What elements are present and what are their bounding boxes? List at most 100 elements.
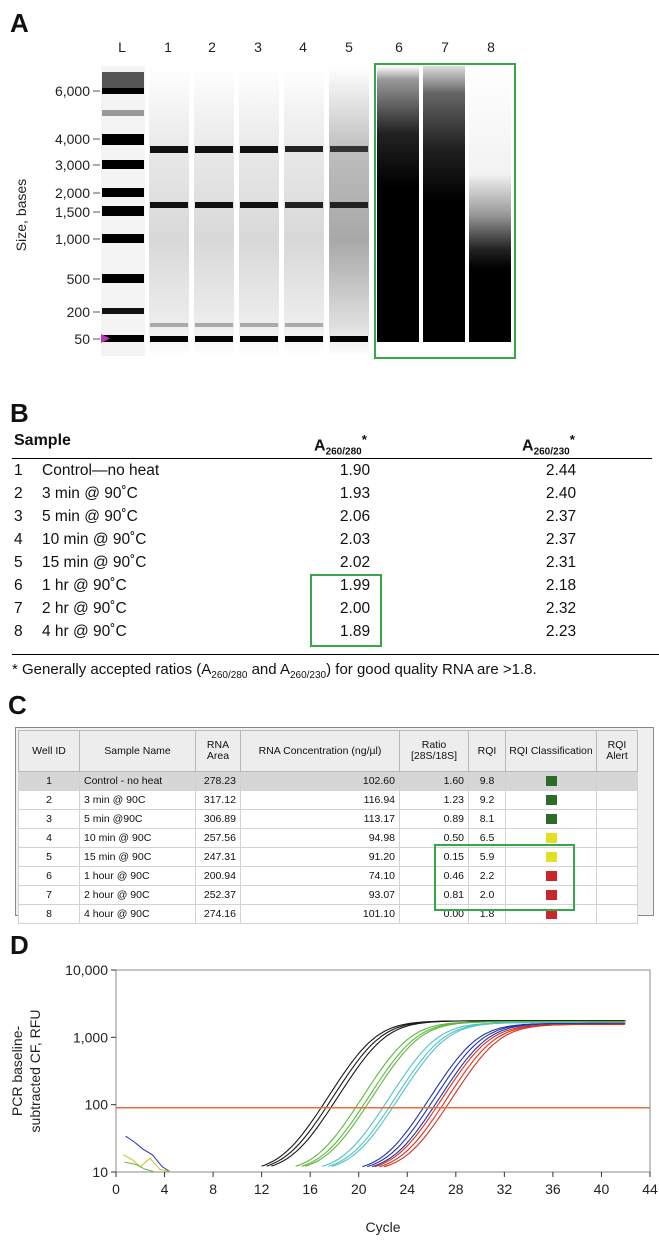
sample-name-cell: 15 min @ 90C bbox=[79, 847, 196, 867]
x-tick-label: 36 bbox=[545, 1181, 561, 1197]
sample-name: 5 min @ 90˚C bbox=[42, 508, 138, 525]
rqi-cell: 8.1 bbox=[468, 809, 506, 829]
rna-area-cell: 200.94 bbox=[195, 866, 241, 886]
absorbance-footnote: * Generally accepted ratios (A260/280 an… bbox=[12, 654, 659, 681]
sample-name: 2 hr @ 90˚C bbox=[42, 600, 127, 617]
amplification-curve bbox=[305, 1021, 624, 1167]
well-id-cell: 1 bbox=[18, 771, 80, 791]
a260-230-value: 2.40 bbox=[545, 485, 577, 502]
baseline-noise-line bbox=[124, 1161, 155, 1173]
col-rna-concentration[interactable]: RNA Concentration (ng/µl) bbox=[240, 730, 400, 772]
rqi-alert-cell bbox=[596, 904, 638, 924]
baseline-noise-line bbox=[123, 1154, 172, 1173]
lane-label-l: L bbox=[118, 39, 126, 55]
ratio-cell: 0.89 bbox=[399, 809, 469, 829]
a260-230-value: 2.37 bbox=[545, 531, 577, 548]
rna-area-cell: 274.16 bbox=[195, 904, 241, 924]
well-id-cell: 3 bbox=[18, 809, 80, 829]
col-rqi[interactable]: RQI bbox=[468, 730, 506, 772]
amplification-curve bbox=[331, 1021, 624, 1167]
x-tick-label: 32 bbox=[497, 1181, 513, 1197]
lane-label-7: 7 bbox=[441, 39, 449, 55]
rqi-cell: 5.9 bbox=[468, 847, 506, 867]
sample-name-cell: 3 min @ 90C bbox=[79, 790, 196, 810]
y-tick-label: 1,000 bbox=[73, 1029, 108, 1045]
panel-letter-c: C bbox=[8, 690, 27, 720]
size-tick-3000: 3,000 bbox=[55, 157, 90, 173]
col-ratio[interactable]: Ratio [28S/18S] bbox=[399, 730, 469, 772]
a260-280-value: 1.93 bbox=[339, 485, 371, 502]
ladder-lane bbox=[101, 66, 145, 356]
size-tick-200: 200 bbox=[67, 304, 91, 320]
absorbance-table-body: 1 Control—no heat 1.90 2.44 2 3 min @ 90˚C 1.9… bbox=[12, 459, 652, 643]
y-axis-label-line2: subtracted CF, RFU bbox=[27, 1010, 43, 1133]
size-tick-500: 500 bbox=[67, 271, 91, 287]
col-well-id[interactable]: Well ID bbox=[18, 730, 80, 772]
col-rqi-classification[interactable]: RQI Classification bbox=[505, 730, 597, 772]
panel-letter-b: B bbox=[10, 398, 29, 428]
rqi-status-square-icon bbox=[545, 795, 557, 806]
absorbance-row: 1 Control—no heat 1.90 2.44 bbox=[12, 459, 652, 482]
sample-number: 2 bbox=[14, 485, 23, 502]
sample-number: 5 bbox=[14, 554, 23, 571]
a260-230-value: 2.31 bbox=[545, 554, 577, 571]
sample-name-cell: 5 min @90C bbox=[79, 809, 196, 829]
a260-230-value: 2.44 bbox=[545, 462, 577, 479]
lane-label-4: 4 bbox=[299, 39, 307, 55]
rqi-table: Well ID Sample Name RNA Area RNA Concentrat… bbox=[18, 730, 638, 924]
x-tick-label: 12 bbox=[254, 1181, 270, 1197]
qpcr-amplification-chart: 10 100 1,000 10,000 0 4 8 12 16 20 24 28 32 36 40 44 Cyc… bbox=[9, 962, 658, 1235]
x-tick-label: 28 bbox=[448, 1181, 464, 1197]
sample-name: 1 hr @ 90˚C bbox=[42, 577, 127, 594]
size-tick-4000: 4,000 bbox=[55, 131, 90, 147]
rqi-table-row[interactable]: 4 10 min @ 90C 257.56 94.98 0.50 6.5 bbox=[18, 828, 638, 848]
ratio-cell: 1.60 bbox=[399, 771, 469, 791]
rqi-highlight bbox=[434, 844, 575, 911]
size-tick-2000: 2,000 bbox=[55, 185, 90, 201]
lane-label-6: 6 bbox=[395, 39, 403, 55]
rqi-alert-cell bbox=[596, 885, 638, 905]
rqi-cell: 2.0 bbox=[468, 885, 506, 905]
sample-number: 8 bbox=[14, 623, 23, 640]
size-tick-1500: 1,500 bbox=[55, 204, 90, 220]
x-tick-label: 24 bbox=[399, 1181, 415, 1197]
panel-letter-a: A bbox=[10, 8, 29, 38]
rqi-cell: 9.8 bbox=[468, 771, 506, 791]
absorbance-table: Sample A260/280* A260/230* 1 Control—no h… bbox=[12, 428, 659, 681]
col-rqi-alert[interactable]: RQI Alert bbox=[596, 730, 638, 772]
well-id-cell: 2 bbox=[18, 790, 80, 810]
a260-280-value: 1.99 bbox=[339, 577, 371, 594]
amplification-curve bbox=[295, 1021, 624, 1167]
col-rna-area[interactable]: RNA Area bbox=[195, 730, 241, 772]
a260-230-value: 2.32 bbox=[545, 600, 577, 617]
x-tick-label: 8 bbox=[209, 1181, 217, 1197]
a260-280-value: 2.06 bbox=[339, 508, 371, 525]
rna-concentration-cell: 113.17 bbox=[240, 809, 400, 829]
well-id-cell: 7 bbox=[18, 885, 80, 905]
rna-area-cell: 252.37 bbox=[195, 885, 241, 905]
rqi-status-square-icon bbox=[545, 871, 557, 882]
sample-number: 3 bbox=[14, 508, 23, 525]
sample-name: 3 min @ 90˚C bbox=[42, 485, 138, 502]
lane-label-2: 2 bbox=[208, 39, 216, 55]
sample-number: 7 bbox=[14, 600, 23, 617]
x-axis-label: Cycle bbox=[365, 1219, 400, 1235]
rqi-status-square-icon bbox=[545, 776, 557, 787]
absorbance-row: 8 4 hr @ 90˚C 1.89 2.23 bbox=[12, 620, 652, 643]
rna-concentration-cell: 91.20 bbox=[240, 847, 400, 867]
a260-280-value: 2.02 bbox=[339, 554, 371, 571]
lanes-6-8 bbox=[377, 66, 511, 342]
rqi-alert-cell bbox=[596, 828, 638, 848]
size-tick-1000: 1,000 bbox=[55, 231, 90, 247]
gel-electrophoresis-figure: L 1 2 3 4 5 6 7 8 Size, bases 6,000 4,00… bbox=[13, 39, 516, 359]
sample-name-cell: 2 hour @ 90C bbox=[79, 885, 196, 905]
size-tick-50: 50 bbox=[74, 331, 90, 347]
rqi-table-row[interactable]: 1 Control - no heat 278.23 102.60 1.60 9.8 bbox=[18, 771, 638, 791]
well-id-cell: 5 bbox=[18, 847, 80, 867]
sample-name: Control—no heat bbox=[42, 462, 160, 479]
baseline-noise-line bbox=[125, 1135, 171, 1173]
rna-concentration-cell: 116.94 bbox=[240, 790, 400, 810]
col-sample-name[interactable]: Sample Name bbox=[79, 730, 196, 772]
